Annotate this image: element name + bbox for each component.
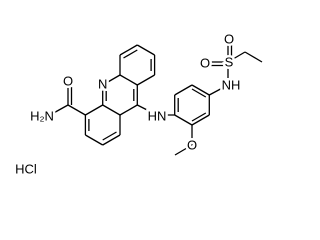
atom-label: N <box>98 76 107 91</box>
atom-label: HN <box>148 108 167 123</box>
atom-label: O <box>187 137 197 152</box>
atom-labels: N O H₂N HN O NH S O O HCl <box>13 29 243 179</box>
atom-label: O <box>224 31 234 46</box>
atom-label: O <box>200 55 210 70</box>
atom-label: O <box>63 73 73 88</box>
atom-label: NH <box>222 77 241 92</box>
atom-label: H₂N <box>30 108 54 123</box>
molecule-diagram: N O H₂N HN O NH S O O HCl <box>13 29 263 179</box>
bonds <box>49 42 263 156</box>
atom-label: S <box>225 54 234 69</box>
salt-label: HCl <box>15 161 37 176</box>
